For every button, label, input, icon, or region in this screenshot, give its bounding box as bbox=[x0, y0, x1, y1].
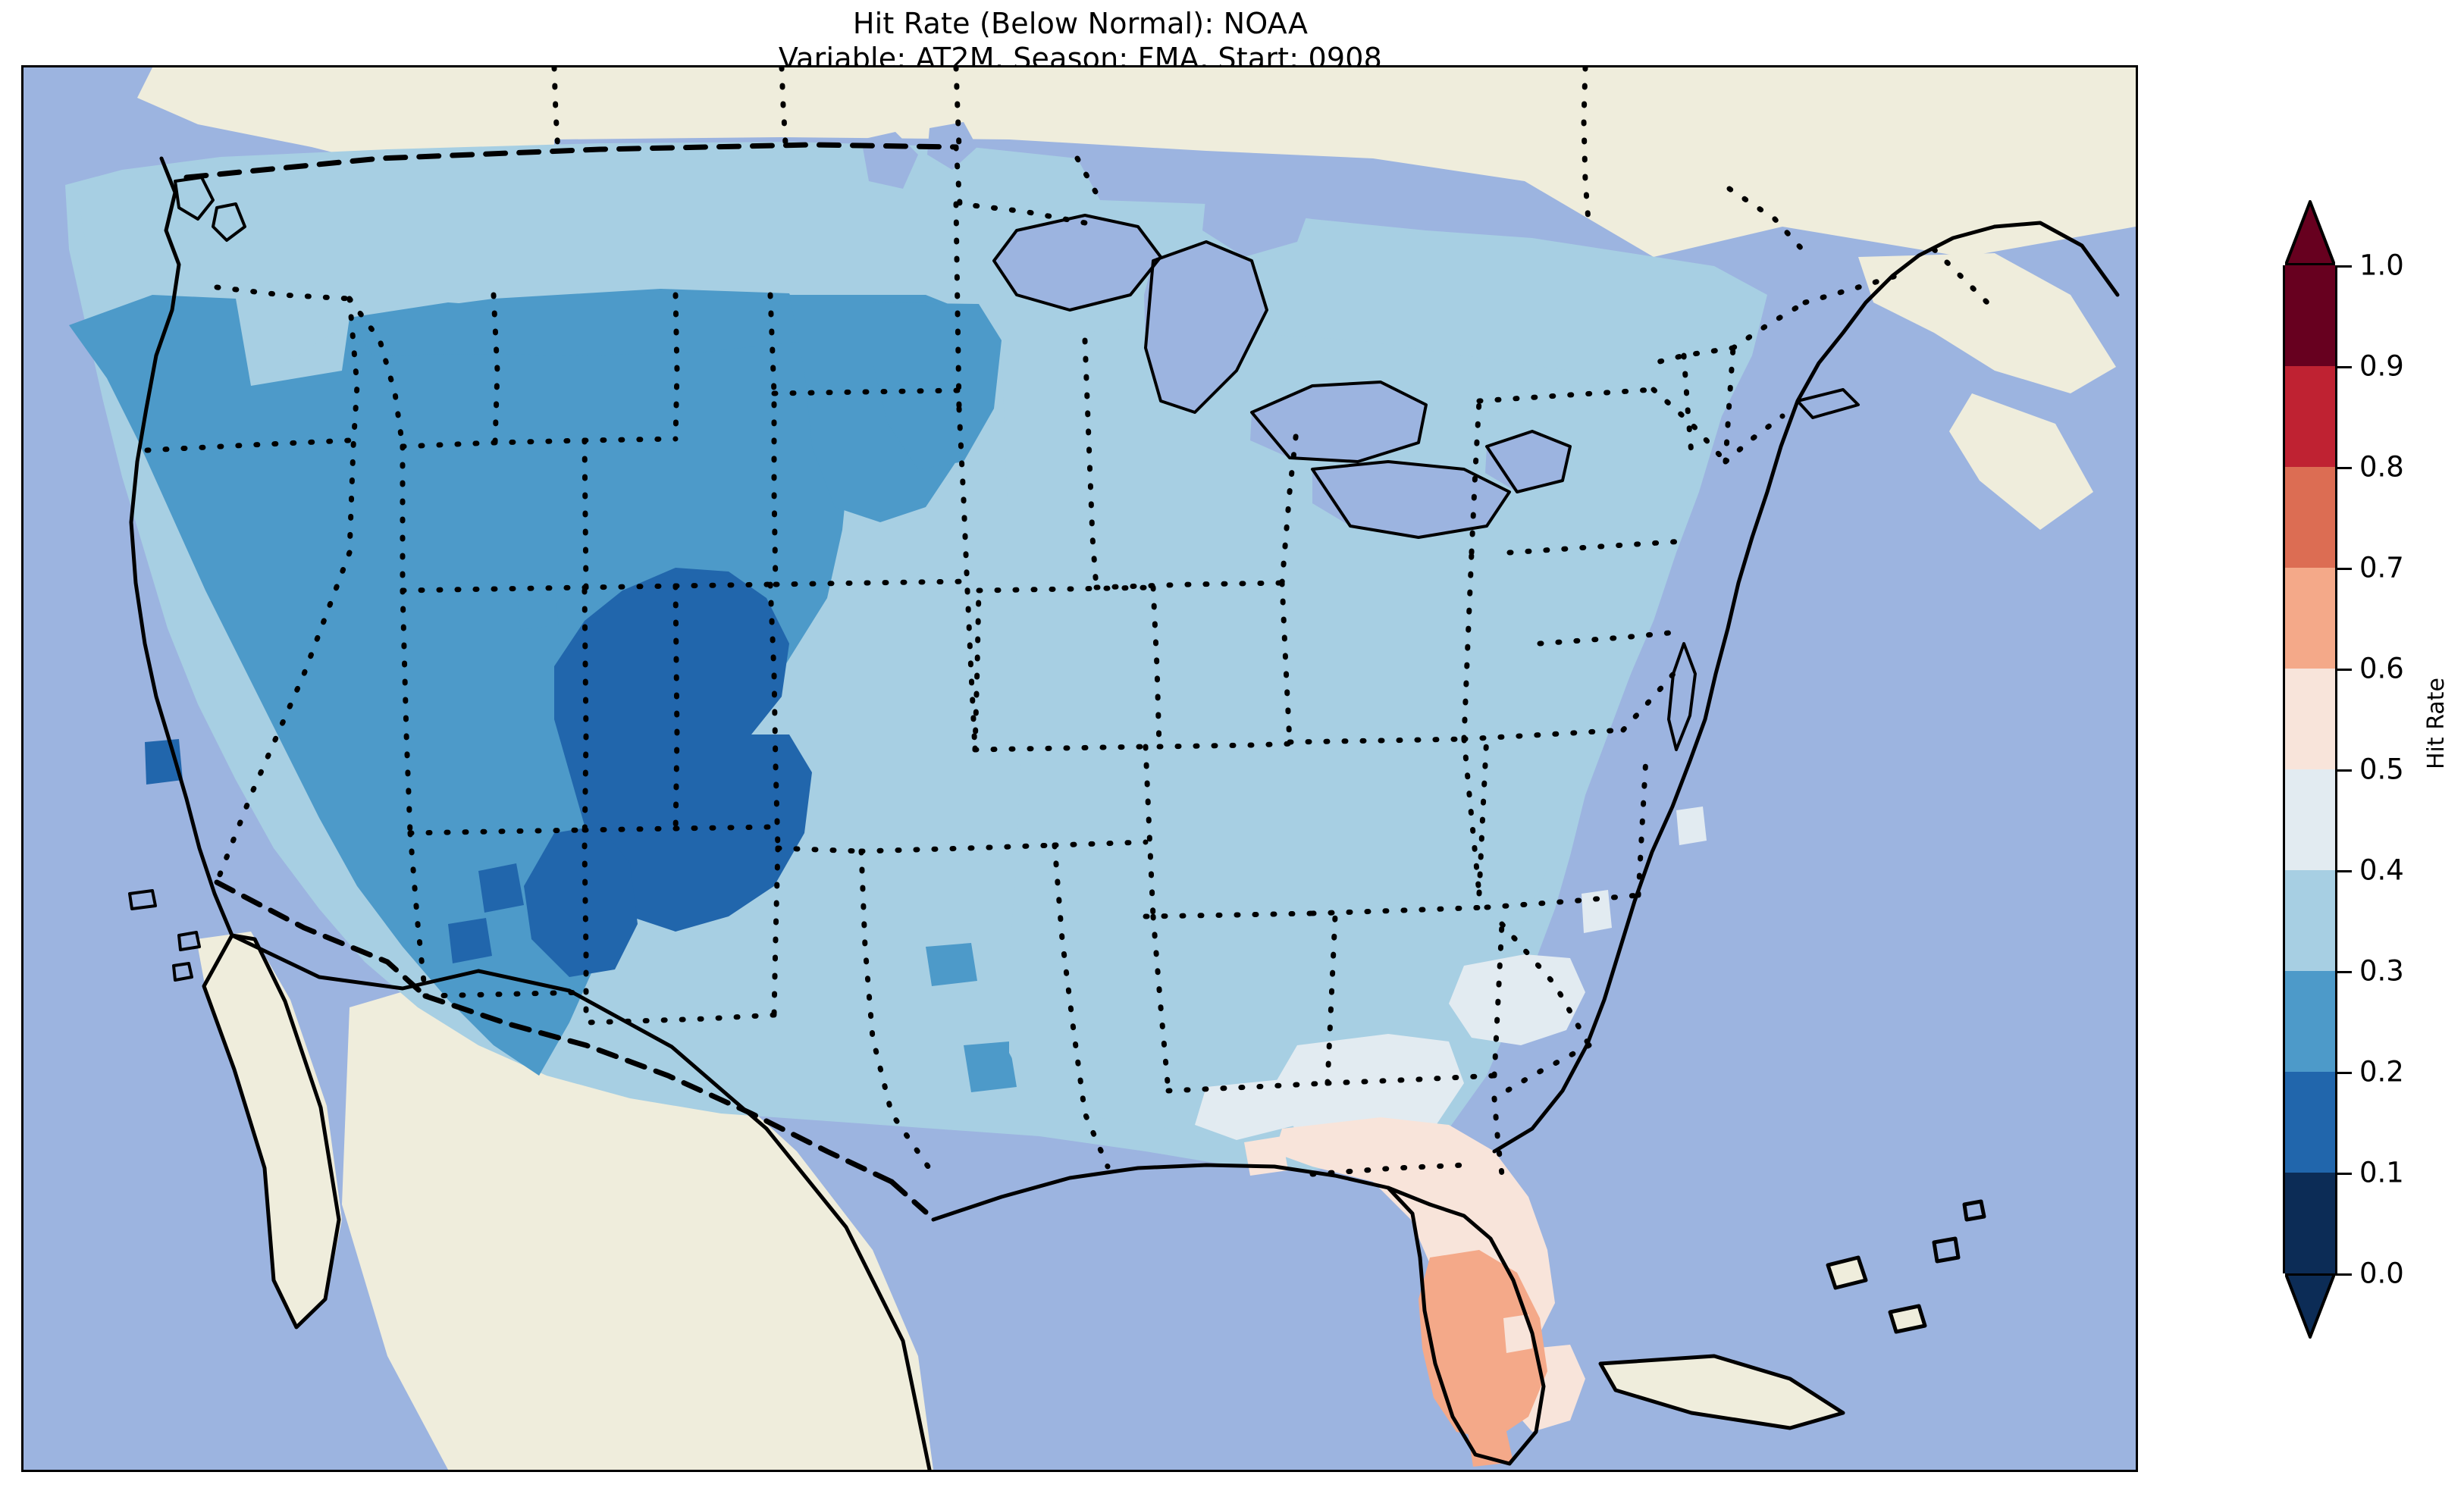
colorbar-ticklabel-0.8: 0.8 bbox=[2359, 450, 2404, 484]
colorbar-bin-0.0-0.1 bbox=[2285, 1173, 2335, 1273]
conus-hit-rate-map bbox=[24, 67, 2136, 1470]
colorbar-bin-0.2-0.3 bbox=[2285, 971, 2335, 1072]
colorbar-extend-low bbox=[2285, 1273, 2335, 1339]
colorbar-left-edge bbox=[2283, 265, 2285, 1273]
colorbar-tick-0.7 bbox=[2335, 568, 2352, 570]
colorbar-axis-label: Hit Rate bbox=[2423, 678, 2450, 769]
colorbar-bin-0.7-0.8 bbox=[2285, 467, 2335, 568]
colorbar-ticklabel-0.2: 0.2 bbox=[2359, 1055, 2404, 1088]
colorbar-ticklabel-0.3: 0.3 bbox=[2359, 954, 2404, 988]
colorbar-bin-0.1-0.2 bbox=[2285, 1072, 2335, 1173]
state-borders bbox=[144, 67, 1998, 1215]
map-plot-area bbox=[21, 65, 2138, 1472]
colorbar-tick-0.8 bbox=[2335, 467, 2352, 469]
colorbar-ticklabel-0.7: 0.7 bbox=[2359, 551, 2404, 584]
colorbar-bin-0.8-0.9 bbox=[2285, 366, 2335, 467]
colorbar-tick-0.0 bbox=[2335, 1273, 2352, 1276]
colorbar-bin-0.4-0.5 bbox=[2285, 769, 2335, 870]
colorbar-tick-0.3 bbox=[2335, 971, 2352, 973]
colorbar-bin-0.5-0.6 bbox=[2285, 669, 2335, 769]
colorbar-ticklabel-1.0: 1.0 bbox=[2359, 249, 2404, 282]
colorbar[interactable]: 1.0 0.9 0.8 0.7 0.6 0.5 0.4 0.3 0.2 0.1 … bbox=[2283, 200, 2404, 1339]
colorbar-tick-0.4 bbox=[2335, 870, 2352, 872]
colorbar-ticklabel-0.0: 0.0 bbox=[2359, 1257, 2404, 1290]
colorbar-tick-1.0 bbox=[2335, 265, 2352, 268]
colorbar-bin-0.6-0.7 bbox=[2285, 568, 2335, 669]
colorbar-gradient bbox=[2285, 265, 2335, 1273]
colorbar-ticklabel-0.1: 0.1 bbox=[2359, 1156, 2404, 1189]
colorbar-ticklabel-0.9: 0.9 bbox=[2359, 349, 2404, 383]
colorbar-tick-0.1 bbox=[2335, 1173, 2352, 1175]
colorbar-bin-0.3-0.4 bbox=[2285, 870, 2335, 971]
colorbar-extend-high bbox=[2285, 200, 2335, 265]
colorbar-bin-0.9-1.0 bbox=[2285, 265, 2335, 366]
colorbar-ticklabel-0.4: 0.4 bbox=[2359, 853, 2404, 887]
colorbar-tick-0.2 bbox=[2335, 1072, 2352, 1074]
colorbar-ticklabel-0.5: 0.5 bbox=[2359, 753, 2404, 786]
coastline bbox=[128, 156, 2120, 1470]
title-line-1: Hit Rate (Below Normal): NOAA bbox=[852, 7, 1309, 40]
colorbar-tick-0.5 bbox=[2335, 769, 2352, 772]
colorbar-tick-0.9 bbox=[2335, 366, 2352, 368]
colorbar-ticklabel-0.6: 0.6 bbox=[2359, 652, 2404, 685]
colorbar-tick-0.6 bbox=[2335, 669, 2352, 671]
